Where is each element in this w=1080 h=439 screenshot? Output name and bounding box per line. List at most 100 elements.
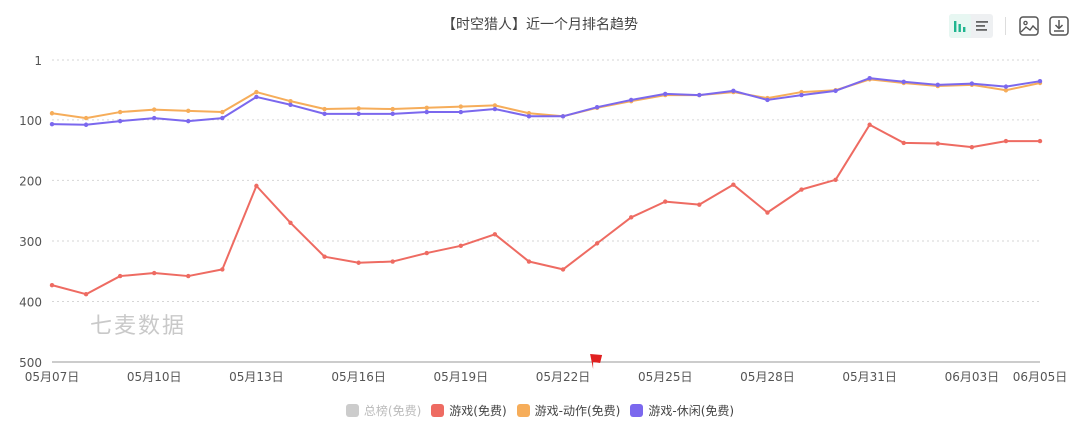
- download-button[interactable]: [1048, 15, 1070, 37]
- data-point[interactable]: [356, 260, 361, 265]
- data-point[interactable]: [424, 109, 429, 115]
- data-point[interactable]: [901, 79, 906, 84]
- data-point[interactable]: [322, 254, 327, 259]
- data-point[interactable]: [1037, 138, 1043, 144]
- data-point[interactable]: [254, 183, 259, 189]
- data-point[interactable]: [731, 88, 736, 94]
- watermark: 七麦数据: [90, 314, 187, 339]
- data-point[interactable]: [560, 114, 566, 119]
- data-point[interactable]: [152, 115, 157, 121]
- data-point[interactable]: [254, 89, 259, 95]
- data-point[interactable]: [594, 105, 600, 110]
- bar-chart-view-button[interactable]: [949, 14, 971, 38]
- data-point[interactable]: [799, 92, 804, 98]
- y-tick-label: 1: [34, 54, 42, 68]
- data-point[interactable]: [799, 187, 804, 192]
- data-point[interactable]: [49, 121, 55, 127]
- data-point[interactable]: [288, 102, 293, 107]
- data-point[interactable]: [628, 215, 634, 220]
- data-point[interactable]: [254, 94, 259, 100]
- download-icon: [1049, 16, 1069, 36]
- data-point[interactable]: [83, 122, 89, 127]
- legend-swatch: [630, 404, 644, 417]
- y-tick-label: 300: [19, 235, 42, 249]
- data-point[interactable]: [458, 243, 464, 248]
- data-point[interactable]: [1003, 138, 1009, 144]
- series-line[interactable]: [49, 75, 1043, 127]
- data-point[interactable]: [526, 114, 532, 119]
- data-point[interactable]: [220, 115, 225, 121]
- legend-label: 游戏-休闲(免费): [648, 404, 735, 418]
- data-point[interactable]: [390, 259, 395, 264]
- data-point[interactable]: [186, 118, 191, 124]
- data-point[interactable]: [220, 109, 225, 115]
- data-point[interactable]: [288, 220, 293, 226]
- data-point[interactable]: [663, 199, 668, 204]
- data-point[interactable]: [288, 98, 293, 104]
- data-point[interactable]: [458, 104, 464, 109]
- data-point[interactable]: [1003, 88, 1009, 93]
- legend-item[interactable]: 总榜(免费): [345, 402, 421, 419]
- data-point[interactable]: [765, 210, 770, 215]
- data-point[interactable]: [560, 267, 566, 272]
- data-point[interactable]: [424, 250, 429, 256]
- data-point[interactable]: [697, 202, 702, 207]
- data-point[interactable]: [799, 89, 804, 95]
- data-point[interactable]: [492, 103, 498, 108]
- data-point[interactable]: [901, 140, 906, 146]
- y-axis: 1 100 200 300 400 500: [19, 54, 42, 370]
- data-point[interactable]: [186, 273, 191, 279]
- data-point[interactable]: [867, 75, 872, 81]
- data-point[interactable]: [322, 111, 327, 117]
- data-point[interactable]: [697, 92, 702, 98]
- x-tick-label: 06月03日: [945, 370, 1000, 384]
- chart-toolbar: [949, 14, 1070, 38]
- data-point[interactable]: [186, 108, 191, 114]
- data-point[interactable]: [424, 105, 429, 111]
- data-point[interactable]: [49, 282, 55, 288]
- data-point[interactable]: [390, 106, 395, 112]
- data-point[interactable]: [152, 270, 157, 276]
- save-image-button[interactable]: [1018, 15, 1040, 37]
- legend-item[interactable]: 游戏-动作(免费): [516, 402, 620, 419]
- data-point[interactable]: [49, 111, 55, 116]
- data-point[interactable]: [322, 106, 327, 112]
- data-point[interactable]: [356, 106, 361, 111]
- data-point[interactable]: [492, 106, 498, 112]
- data-point[interactable]: [663, 91, 668, 97]
- series-line[interactable]: [49, 77, 1043, 121]
- data-point[interactable]: [117, 118, 123, 124]
- flag-marker[interactable]: [590, 354, 603, 369]
- data-point[interactable]: [117, 273, 123, 279]
- data-point[interactable]: [833, 88, 838, 94]
- data-point[interactable]: [867, 122, 872, 127]
- data-point[interactable]: [594, 241, 600, 246]
- data-point[interactable]: [492, 232, 498, 237]
- data-point[interactable]: [526, 259, 532, 264]
- data-point[interactable]: [935, 82, 940, 88]
- data-point[interactable]: [458, 109, 464, 115]
- data-point[interactable]: [220, 267, 225, 272]
- series-line[interactable]: [49, 122, 1043, 297]
- data-point[interactable]: [969, 144, 975, 150]
- data-point[interactable]: [83, 115, 89, 121]
- toolbar-divider: [1005, 17, 1006, 35]
- data-point[interactable]: [731, 182, 736, 187]
- data-point[interactable]: [526, 111, 532, 116]
- data-point[interactable]: [1003, 84, 1009, 89]
- data-point[interactable]: [628, 97, 634, 103]
- data-point[interactable]: [1037, 78, 1043, 84]
- legend-item[interactable]: 游戏(免费): [431, 402, 507, 419]
- list-icon: [976, 21, 988, 31]
- data-point[interactable]: [390, 111, 395, 117]
- data-point[interactable]: [83, 292, 89, 297]
- list-view-button[interactable]: [971, 14, 993, 38]
- data-point[interactable]: [765, 97, 770, 103]
- legend-item[interactable]: 游戏-休闲(免费): [630, 402, 734, 419]
- data-point[interactable]: [117, 109, 123, 115]
- data-point[interactable]: [935, 141, 940, 146]
- data-point[interactable]: [833, 177, 838, 183]
- data-point[interactable]: [152, 107, 157, 112]
- data-point[interactable]: [969, 81, 975, 86]
- data-point[interactable]: [356, 111, 361, 117]
